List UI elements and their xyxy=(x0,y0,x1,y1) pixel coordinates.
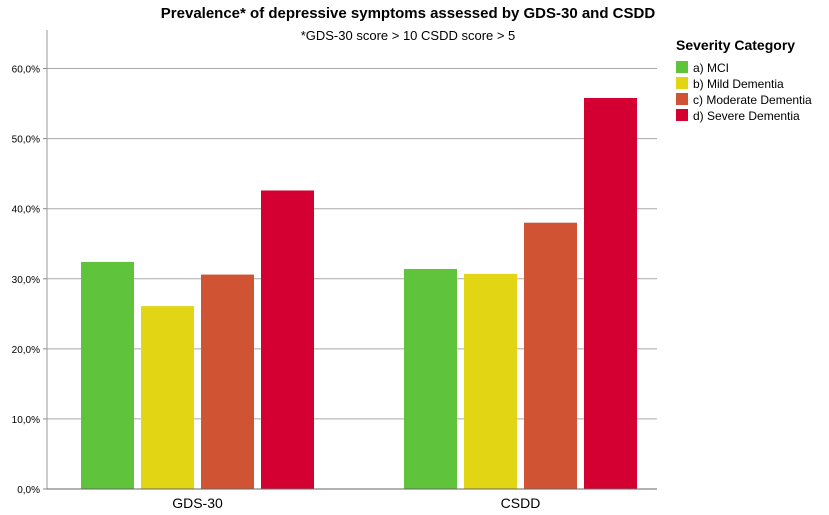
y-tick-label: 0,0% xyxy=(17,485,40,496)
y-tick-label: 60,0% xyxy=(12,65,40,76)
bar-2-3 xyxy=(524,222,577,489)
y-tick-label: 10,0% xyxy=(12,415,40,426)
legend-label: b) Mild Dementia xyxy=(693,77,784,91)
legend-label: d) Severe Dementia xyxy=(693,109,800,123)
y-tick-label: 50,0% xyxy=(12,135,40,146)
bar-1-1 xyxy=(81,261,134,489)
legend-swatch xyxy=(676,93,688,105)
legend-swatch xyxy=(676,61,688,73)
legend-swatch xyxy=(676,109,688,121)
bar-2-1 xyxy=(404,268,457,489)
legend-swatch xyxy=(676,77,688,89)
y-tick-label: 40,0% xyxy=(12,205,40,216)
bars xyxy=(81,97,637,490)
chart-subtitle: *GDS-30 score > 10 CSDD score > 5 xyxy=(301,28,516,43)
legend-title: Severity Category xyxy=(676,37,795,53)
bar-1-3 xyxy=(201,274,254,489)
y-tick-label: 30,0% xyxy=(12,275,40,286)
chart-title: Prevalence* of depressive symptoms asses… xyxy=(161,5,656,22)
y-axis-ticks: 0,0% 10,0% 20,0% 30,0% 40,0% 50,0% 60,0% xyxy=(12,65,47,496)
x-category-label: CSDD xyxy=(501,495,541,511)
bar-1-2 xyxy=(141,306,194,489)
bar-1-4 xyxy=(261,190,314,490)
bar-2-4 xyxy=(584,97,637,489)
legend-label: a) MCI xyxy=(693,61,729,75)
legend-label: c) Moderate Dementia xyxy=(693,93,812,107)
x-category-label: GDS-30 xyxy=(172,495,223,511)
legend: Severity Category a) MCI b) Mild Dementia… xyxy=(676,37,812,123)
bar-2-2 xyxy=(464,273,517,489)
y-tick-label: 20,0% xyxy=(12,345,40,356)
x-axis-labels: GDS-30 CSDD xyxy=(172,495,540,511)
